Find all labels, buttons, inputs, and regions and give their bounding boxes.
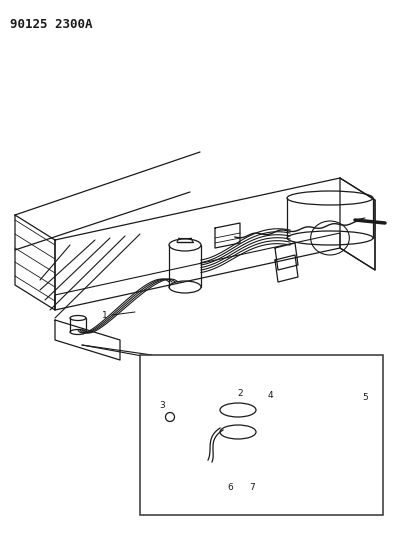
Text: 6: 6 (227, 482, 233, 491)
Ellipse shape (169, 281, 201, 293)
Text: 3: 3 (159, 400, 165, 409)
Ellipse shape (70, 316, 86, 320)
Ellipse shape (220, 425, 256, 439)
Text: 2: 2 (237, 389, 243, 398)
Ellipse shape (287, 231, 373, 245)
Ellipse shape (220, 403, 256, 417)
Text: 7: 7 (249, 482, 255, 491)
Text: 5: 5 (362, 392, 368, 401)
Text: 1: 1 (102, 311, 108, 319)
Ellipse shape (165, 413, 174, 422)
Ellipse shape (169, 239, 201, 251)
Ellipse shape (70, 329, 86, 335)
Text: 4: 4 (267, 391, 273, 400)
Text: 90125 2300A: 90125 2300A (10, 18, 92, 31)
Bar (140, 355, 383, 515)
